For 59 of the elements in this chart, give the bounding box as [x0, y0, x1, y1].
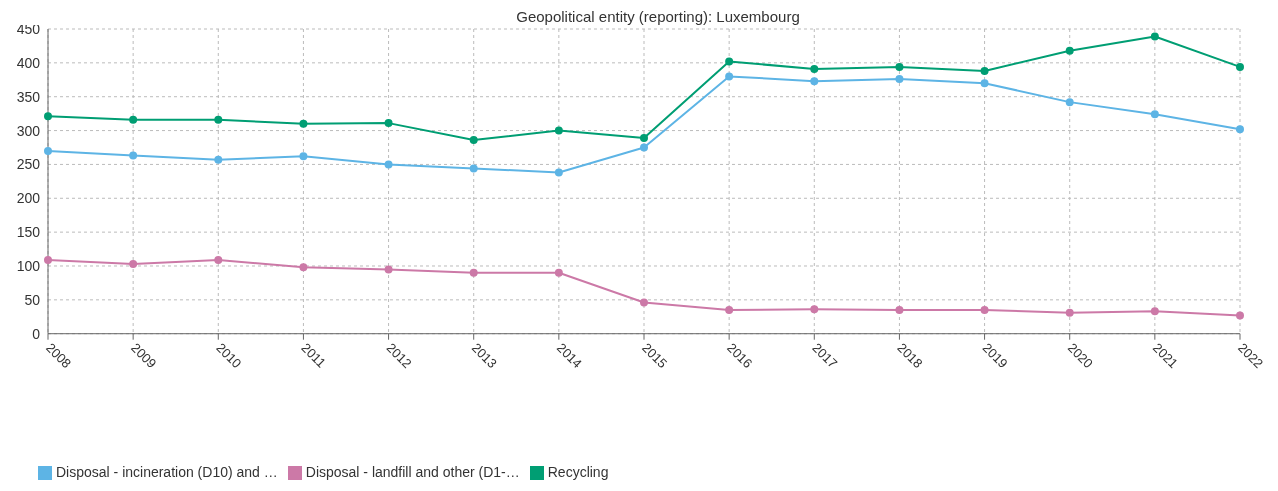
legend-label: Recycling: [547, 463, 609, 480]
point: [895, 306, 904, 314]
point: [384, 265, 393, 274]
point: [299, 119, 308, 128]
chart-title: Geopolitical entity (reporting): Luxembourg: [515, 8, 801, 25]
point: [44, 112, 52, 121]
y-tick-label: 350: [16, 88, 41, 105]
point: [129, 151, 138, 160]
point: [1236, 125, 1244, 134]
point: [725, 306, 734, 314]
legend-label: Disposal - incineration (D10) and …: [56, 463, 278, 480]
point: [469, 164, 478, 173]
y-tick-label: 250: [16, 156, 41, 173]
point: [895, 62, 904, 71]
point: [469, 268, 478, 277]
point: [725, 72, 734, 81]
point: [640, 143, 648, 152]
point: [214, 155, 223, 164]
point: [384, 160, 393, 169]
point: [980, 306, 989, 314]
y-tick-label: 150: [16, 224, 41, 241]
y-tick-label: 50: [24, 291, 41, 308]
point: [1150, 110, 1159, 119]
point: [810, 64, 819, 73]
y-tick-label: 400: [16, 54, 41, 71]
y-tick-label: 450: [16, 20, 41, 37]
point: [895, 75, 904, 84]
point: [214, 115, 223, 124]
point: [129, 115, 138, 124]
point: [1065, 308, 1074, 317]
point: [299, 263, 308, 272]
y-tick-label: 100: [16, 257, 41, 274]
point: [554, 126, 563, 135]
point: [725, 57, 734, 66]
point: [1150, 307, 1159, 316]
point: [640, 298, 648, 307]
point: [1236, 311, 1244, 320]
point: [44, 255, 52, 264]
y-tick-label: 200: [16, 190, 41, 207]
point: [129, 259, 138, 268]
point: [810, 305, 819, 314]
point: [469, 136, 478, 145]
point: [554, 268, 563, 277]
point: [44, 146, 52, 155]
y-tick-label: 0: [32, 325, 41, 342]
point: [1065, 98, 1074, 107]
point: [299, 152, 308, 161]
point: [810, 77, 819, 86]
point: [384, 119, 393, 128]
y-tick-label: 300: [16, 122, 41, 139]
point: [980, 66, 989, 75]
point: [1065, 46, 1074, 55]
legend-label: Disposal - landfill and other (D1-…: [305, 463, 520, 480]
point: [640, 134, 648, 143]
point: [1236, 62, 1244, 71]
point: [1150, 32, 1159, 41]
point: [554, 168, 563, 177]
point: [214, 255, 223, 264]
point: [980, 79, 989, 88]
